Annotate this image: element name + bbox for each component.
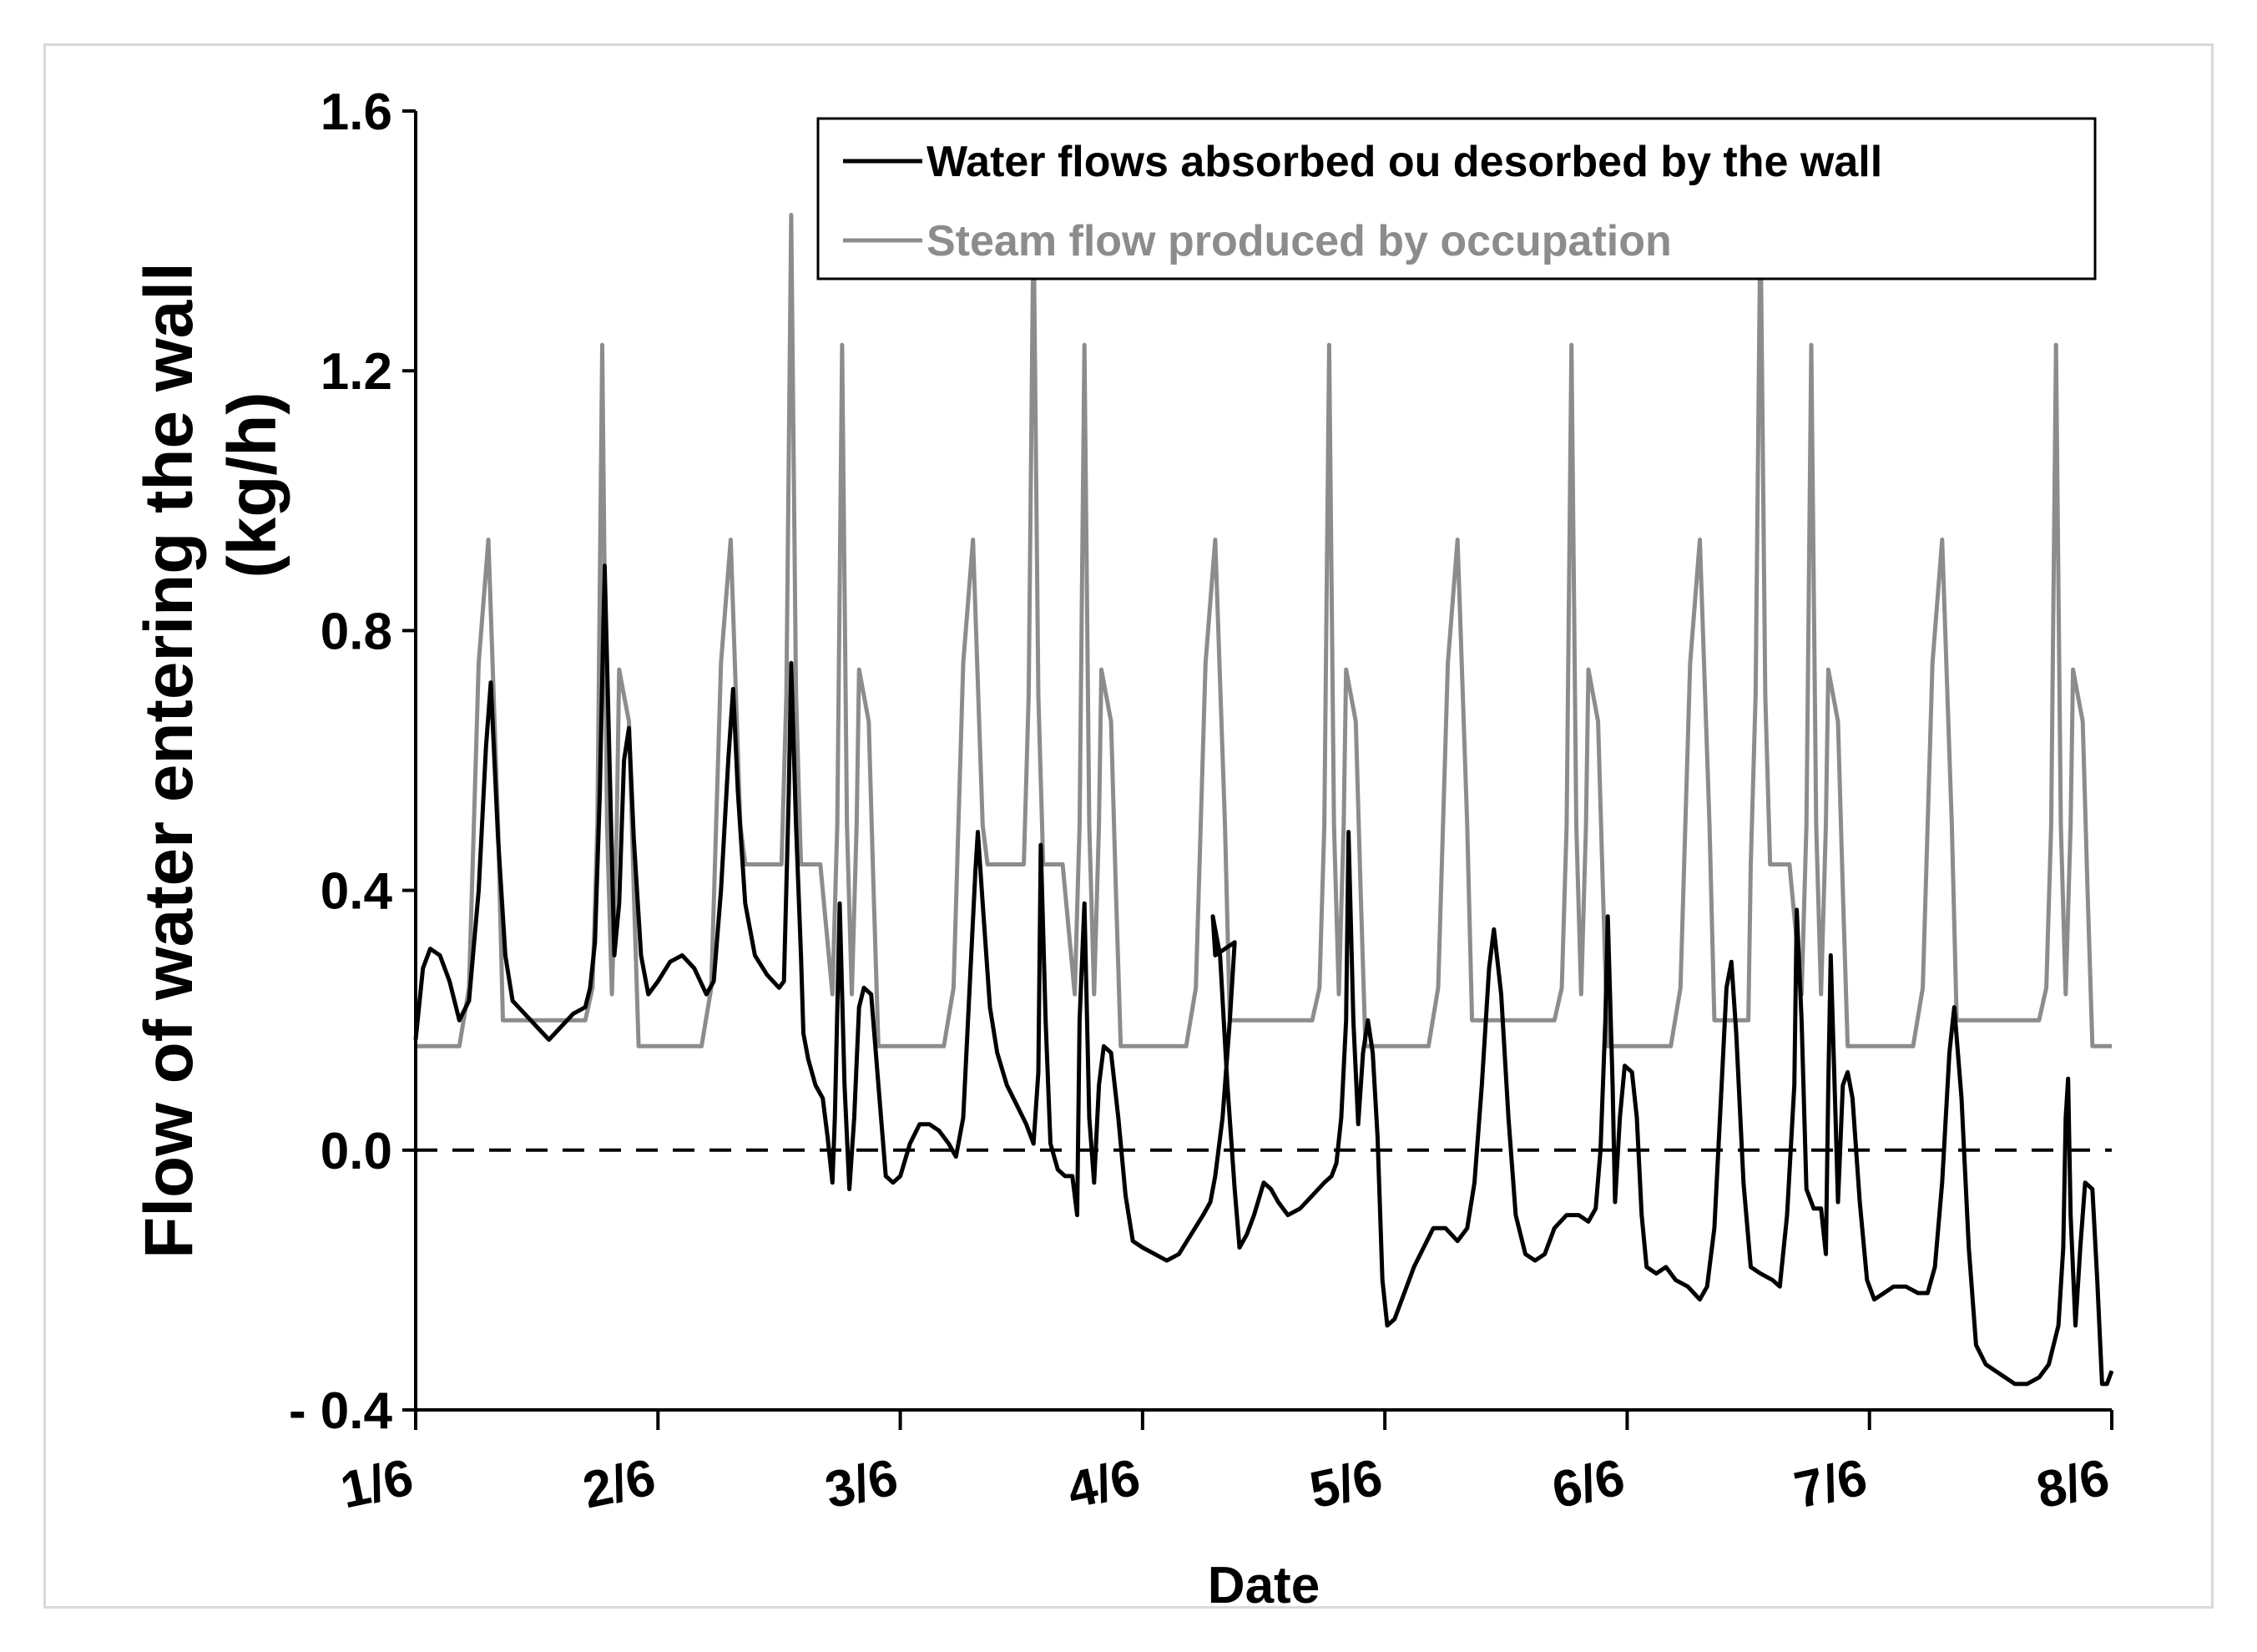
y-axis-title-line-2: (kg/h) xyxy=(215,392,290,578)
y-tick-label: 0.4 xyxy=(321,863,393,921)
chart-frame xyxy=(43,43,2214,1609)
y-tick-label: 1.2 xyxy=(321,343,392,401)
legend-label-steam-flow: Steam flow produced by occupation xyxy=(927,217,1672,265)
y-tick-label: 0.8 xyxy=(321,603,392,660)
y-tick-label: 1.6 xyxy=(321,83,392,141)
legend-label-water-flows: Water flows absorbed ou desorbed by the … xyxy=(927,138,1882,186)
series-layer xyxy=(413,213,2114,1387)
y-axis-title: Flow of water entering the wall (kg/h) xyxy=(131,262,290,1259)
x-tick-label: 8/6 xyxy=(2032,1448,2114,1519)
x-tick-label: 4/6 xyxy=(1063,1448,1145,1519)
x-tick-label: 3/6 xyxy=(820,1448,903,1519)
x-tick-label: 7/6 xyxy=(1790,1448,1872,1519)
series-line-steam-flow xyxy=(416,213,2112,1048)
x-tick-label: 6/6 xyxy=(1548,1448,1630,1519)
legend: Water flows absorbed ou desorbed by the … xyxy=(816,117,2097,280)
x-axis-title: Date xyxy=(1208,1557,1320,1614)
y-tick-label: 0.0 xyxy=(321,1123,392,1180)
series-line-water-flows xyxy=(413,563,2114,1387)
legend-box xyxy=(816,117,2097,280)
x-ticks: 1/6 2/6 3/6 4/6 5/6 6/6 7/6 8/6 xyxy=(336,1410,2114,1520)
y-ticks: - 0.4 0.0 0.4 0.8 1.2 1.6 xyxy=(289,83,416,1440)
axes xyxy=(414,111,2112,1412)
y-axis-title-line-1: Flow of water entering the wall xyxy=(131,262,207,1259)
x-tick-label: 2/6 xyxy=(578,1448,661,1519)
x-tick-label: 5/6 xyxy=(1305,1448,1387,1519)
y-tick-label: - 0.4 xyxy=(289,1382,393,1440)
x-tick-label: 1/6 xyxy=(336,1448,418,1519)
